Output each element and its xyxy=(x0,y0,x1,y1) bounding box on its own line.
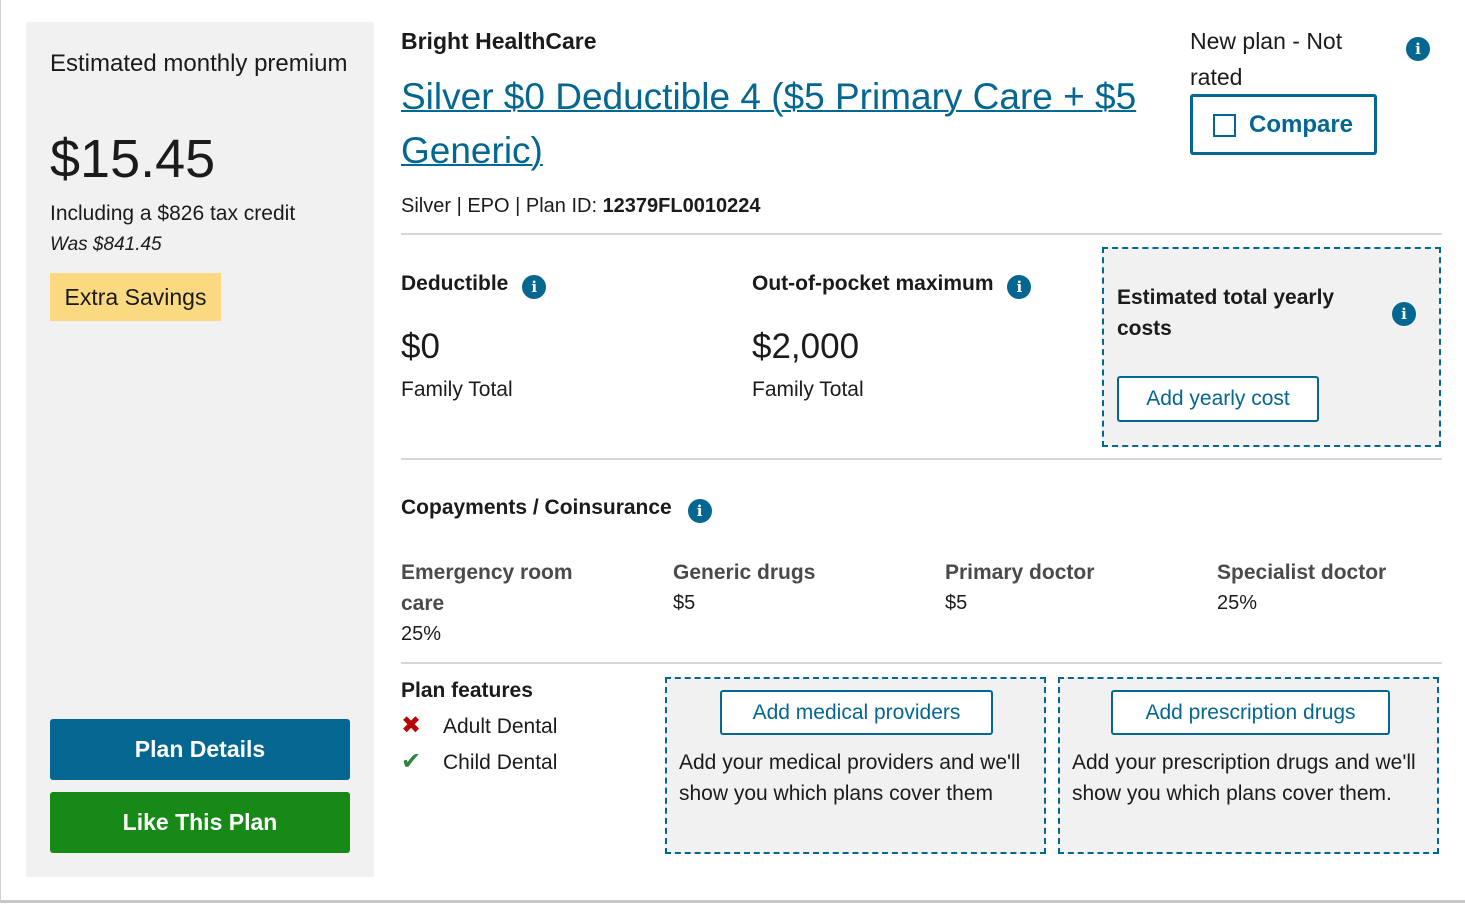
plan-meta-prefix: Silver | EPO | Plan ID: xyxy=(401,195,603,217)
tax-credit-text: Including a $826 tax credit xyxy=(50,202,296,225)
x-icon: ✖ xyxy=(401,712,422,739)
compare-button[interactable]: Compare xyxy=(1190,94,1377,155)
add-medical-providers-button[interactable]: Add medical providers xyxy=(720,690,993,735)
copay-value: 25% xyxy=(401,623,442,645)
prescription-drugs-text: Add your prescription drugs and we'll sh… xyxy=(1072,751,1416,805)
deductible-value: $0 xyxy=(401,327,440,366)
feature-label: Child Dental xyxy=(443,751,558,774)
premium-panel: Estimated monthly premium $15.45 Includi… xyxy=(26,22,374,877)
deductible-heading: Deductible i xyxy=(401,270,547,299)
divider xyxy=(401,233,1442,235)
feature-label: Adult Dental xyxy=(443,715,558,738)
copay-value: $5 xyxy=(673,592,696,614)
issuer-name: Bright HealthCare xyxy=(401,28,597,54)
info-icon[interactable]: i xyxy=(522,275,547,299)
copay-label: Primary doctor xyxy=(945,561,1095,584)
medical-providers-text: Add your medical providers and we'll sho… xyxy=(679,751,1021,805)
feature-item: ✖ Adult Dental xyxy=(401,712,557,741)
copay-item: Specialist doctor 25% xyxy=(1217,557,1417,619)
info-icon[interactable]: i xyxy=(1392,302,1416,326)
premium-amount: $15.45 xyxy=(50,129,216,189)
extra-savings-badge: Extra Savings xyxy=(50,273,221,321)
plan-name-link[interactable]: Silver $0 Deductible 4 ($5 Primary Care … xyxy=(401,76,1137,171)
was-price: Was $841.45 xyxy=(50,234,162,255)
check-icon: ✔ xyxy=(401,748,422,775)
info-icon[interactable]: i xyxy=(1406,37,1430,61)
copay-value: 25% xyxy=(1217,592,1258,614)
like-this-plan-button[interactable]: Like This Plan xyxy=(50,792,350,853)
checkbox-icon xyxy=(1213,114,1236,137)
deductible-sub: Family Total xyxy=(401,378,513,401)
oop-max-label: Out-of-pocket maximum xyxy=(752,272,994,295)
premium-label: Estimated monthly premium xyxy=(50,50,348,77)
oop-max-sub: Family Total xyxy=(752,378,864,401)
plan-meta: Silver | EPO | Plan ID: 12379FL0010224 xyxy=(401,192,760,220)
copay-item: Generic drugs $5 xyxy=(673,557,873,619)
copay-label: Emergency room care xyxy=(401,561,573,615)
oop-max-value: $2,000 xyxy=(752,327,860,366)
info-icon[interactable]: i xyxy=(687,499,712,523)
yearly-cost-box: Estimated total yearly costs i Add yearl… xyxy=(1102,247,1441,447)
medical-providers-box: Add medical providers Add your medical p… xyxy=(665,677,1046,854)
plan-rating: New plan - Not rated xyxy=(1190,28,1343,90)
add-prescription-drugs-button[interactable]: Add prescription drugs xyxy=(1111,690,1390,735)
add-yearly-cost-button[interactable]: Add yearly cost xyxy=(1117,376,1319,422)
oop-max-heading: Out-of-pocket maximum i xyxy=(752,270,1032,299)
copay-heading: Copayments / Coinsurance i xyxy=(401,494,712,523)
copay-value: $5 xyxy=(945,592,968,614)
deductible-label: Deductible xyxy=(401,272,509,295)
copay-label: Specialist doctor xyxy=(1217,561,1387,584)
yearly-cost-label: Estimated total yearly costs xyxy=(1117,286,1335,340)
copay-item: Emergency room care 25% xyxy=(401,557,601,650)
copay-heading-label: Copayments / Coinsurance xyxy=(401,496,672,519)
compare-label: Compare xyxy=(1249,111,1354,138)
copay-label: Generic drugs xyxy=(673,561,816,584)
feature-item: ✔ Child Dental xyxy=(401,748,557,777)
prescription-drugs-box: Add prescription drugs Add your prescrip… xyxy=(1058,677,1439,854)
info-icon[interactable]: i xyxy=(1007,275,1032,299)
plan-id: 12379FL0010224 xyxy=(602,195,761,217)
divider xyxy=(401,458,1442,460)
plan-features-heading: Plan features xyxy=(401,679,533,702)
plan-details-button[interactable]: Plan Details xyxy=(50,719,350,780)
copay-item: Primary doctor $5 xyxy=(945,557,1145,619)
divider xyxy=(401,662,1442,664)
